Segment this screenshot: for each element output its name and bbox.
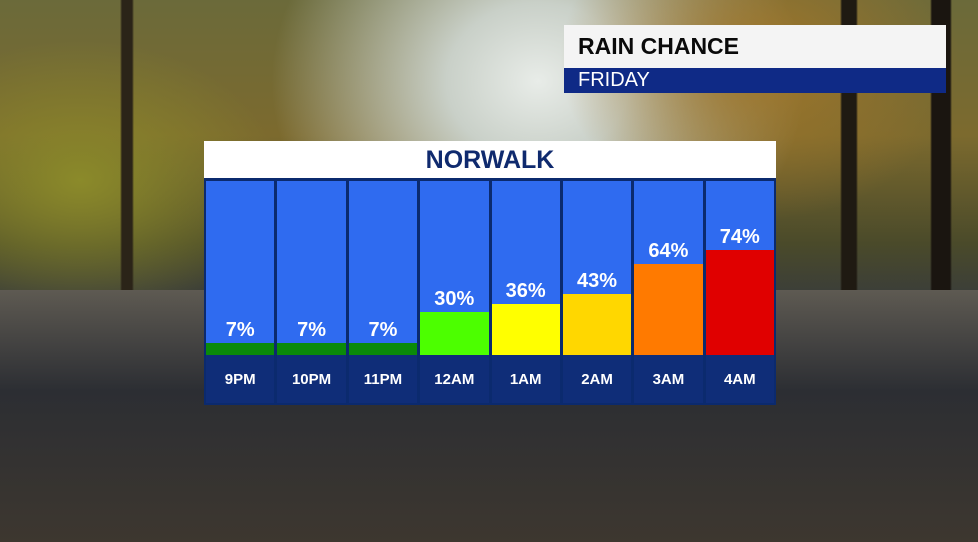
bar [634,264,703,355]
bar [206,343,275,355]
value-label: 7% [368,319,398,341]
value-label: 7% [225,319,255,341]
value-label: 30% [434,288,475,311]
chart-column: 7% 11PM [348,181,418,403]
x-tick-label: 9PM [206,355,275,403]
x-tick-label: 4AM [705,355,774,403]
header-day: FRIDAY [564,68,946,93]
rain-chance-chart: NORWALK 7% 9PM 7% 10PM 7% 11PM 30% 12AM 36% 1AM 43… [204,141,776,405]
x-tick-label: 11PM [348,355,418,403]
bar [277,343,346,355]
value-label: 7% [297,319,327,341]
x-tick-label: 2AM [562,355,632,403]
chart-title: NORWALK [204,141,776,178]
header-box: RAIN CHANCE FRIDAY [564,25,946,93]
x-tick-label: 10PM [277,355,346,403]
chart-columns: 7% 9PM 7% 10PM 7% 11PM 30% 12AM 36% 1AM 43% 2AM 64% 3… [206,181,774,403]
header-title: RAIN CHANCE [564,25,946,68]
bar [420,312,489,355]
chart-column: 7% 10PM [277,181,346,403]
value-label: 74% [719,225,760,248]
value-label: 36% [505,279,546,302]
x-tick-label: 12AM [420,355,489,403]
chart-column: 7% 9PM [206,181,275,403]
bar [491,303,560,355]
chart-column: 43% 2AM [562,181,632,403]
chart-column: 74% 4AM [705,181,774,403]
bar [348,343,418,355]
value-label: 43% [577,269,618,292]
chart-column: 64% 3AM [634,181,703,403]
chart-column: 30% 12AM [420,181,489,403]
value-label: 64% [648,240,689,263]
x-tick-label: 3AM [634,355,703,403]
x-tick-label: 1AM [491,355,560,403]
bar [705,249,774,355]
bar [562,293,632,355]
chart-column: 36% 1AM [491,181,560,403]
